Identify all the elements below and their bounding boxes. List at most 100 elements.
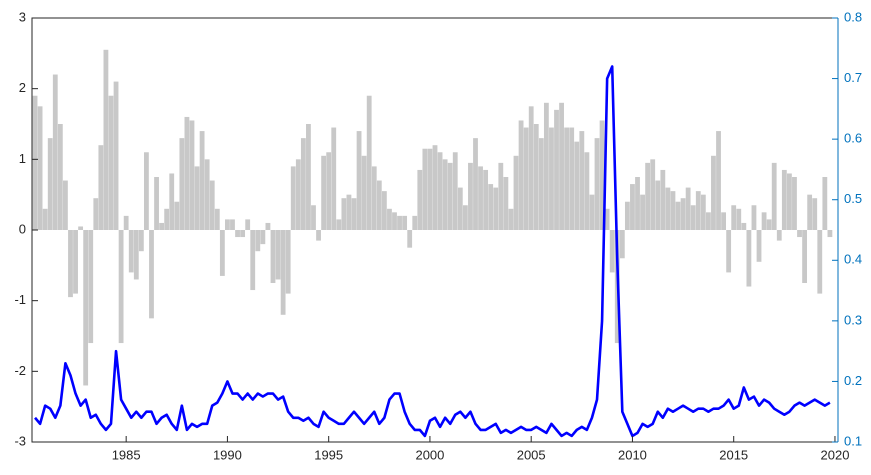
- bar: [103, 49, 109, 230]
- y2-tick-label: 0.1: [844, 433, 862, 448]
- bar: [214, 208, 220, 230]
- bar: [569, 127, 575, 230]
- bar: [376, 180, 382, 230]
- y2-tick-label: 0.5: [844, 191, 862, 206]
- bar: [700, 194, 706, 230]
- bar: [280, 230, 286, 315]
- bar: [387, 208, 392, 230]
- bar: [179, 138, 185, 230]
- bar: [503, 177, 509, 230]
- bar: [680, 198, 686, 230]
- bar: [194, 166, 200, 230]
- bar: [88, 230, 94, 344]
- x-tick-label: 1985: [112, 447, 141, 462]
- bar: [564, 127, 570, 230]
- bar: [68, 230, 73, 298]
- bar: [468, 162, 473, 230]
- bar: [462, 205, 468, 230]
- x-tick-label: 1995: [314, 447, 343, 462]
- bar: [721, 212, 726, 230]
- bar: [412, 215, 418, 230]
- bar: [675, 201, 681, 230]
- bar: [650, 159, 656, 230]
- bar: [402, 215, 408, 230]
- bar: [98, 145, 104, 230]
- line: [34, 65, 831, 438]
- bar: [604, 208, 610, 230]
- bar: [133, 230, 139, 280]
- y-tick-label: -2: [14, 363, 26, 378]
- bar: [635, 177, 640, 230]
- bar: [670, 191, 676, 230]
- bar: [437, 152, 443, 230]
- bar: [797, 230, 802, 238]
- bar: [538, 138, 544, 230]
- bar: [802, 230, 807, 283]
- bar: [594, 138, 600, 230]
- bar: [589, 194, 595, 230]
- bar: [483, 169, 489, 230]
- bar: [230, 219, 235, 230]
- x-tick-label: 2015: [719, 447, 748, 462]
- bar: [174, 201, 180, 230]
- bar: [144, 152, 149, 230]
- bar: [741, 222, 747, 230]
- bar: [822, 177, 828, 230]
- bar: [640, 194, 645, 230]
- bar: [275, 230, 281, 280]
- bar: [432, 145, 438, 230]
- bar: [690, 205, 696, 230]
- bar: [427, 148, 433, 230]
- bar: [513, 155, 519, 230]
- bar: [250, 230, 256, 291]
- bar: [189, 120, 195, 230]
- bar: [270, 230, 276, 283]
- bar: [508, 208, 514, 230]
- bar: [726, 230, 732, 273]
- bar: [523, 127, 529, 230]
- bar: [295, 159, 301, 230]
- bar: [766, 219, 772, 230]
- bar: [473, 138, 478, 230]
- bar: [113, 81, 119, 230]
- bar: [630, 184, 635, 230]
- bar: [265, 222, 271, 230]
- bar: [716, 131, 721, 230]
- bar: [138, 230, 144, 252]
- bar: [528, 106, 534, 230]
- bar: [736, 208, 742, 230]
- bar: [371, 166, 377, 230]
- bar: [397, 215, 402, 230]
- bar: [149, 230, 154, 319]
- bar: [47, 138, 53, 230]
- bar: [518, 120, 524, 230]
- bar: [392, 212, 397, 230]
- bar: [199, 131, 205, 230]
- bar: [781, 169, 787, 230]
- bar: [447, 162, 453, 230]
- bar: [533, 124, 539, 230]
- bar: [57, 124, 63, 230]
- bar: [731, 205, 737, 230]
- bar: [290, 166, 296, 230]
- bar: [645, 162, 651, 230]
- bar: [771, 162, 777, 230]
- bar: [331, 127, 337, 230]
- bar: [225, 219, 230, 230]
- bar: [457, 187, 463, 230]
- bar: [326, 152, 332, 230]
- bar: [336, 219, 342, 230]
- bar: [366, 95, 372, 230]
- bar: [827, 230, 833, 238]
- bar: [219, 230, 225, 276]
- bar: [93, 198, 99, 230]
- bar: [260, 230, 266, 245]
- bar: [549, 127, 554, 230]
- bar: [78, 226, 84, 230]
- bar: [164, 208, 170, 230]
- bar: [83, 230, 89, 386]
- bar: [361, 155, 367, 230]
- bar: [660, 169, 666, 230]
